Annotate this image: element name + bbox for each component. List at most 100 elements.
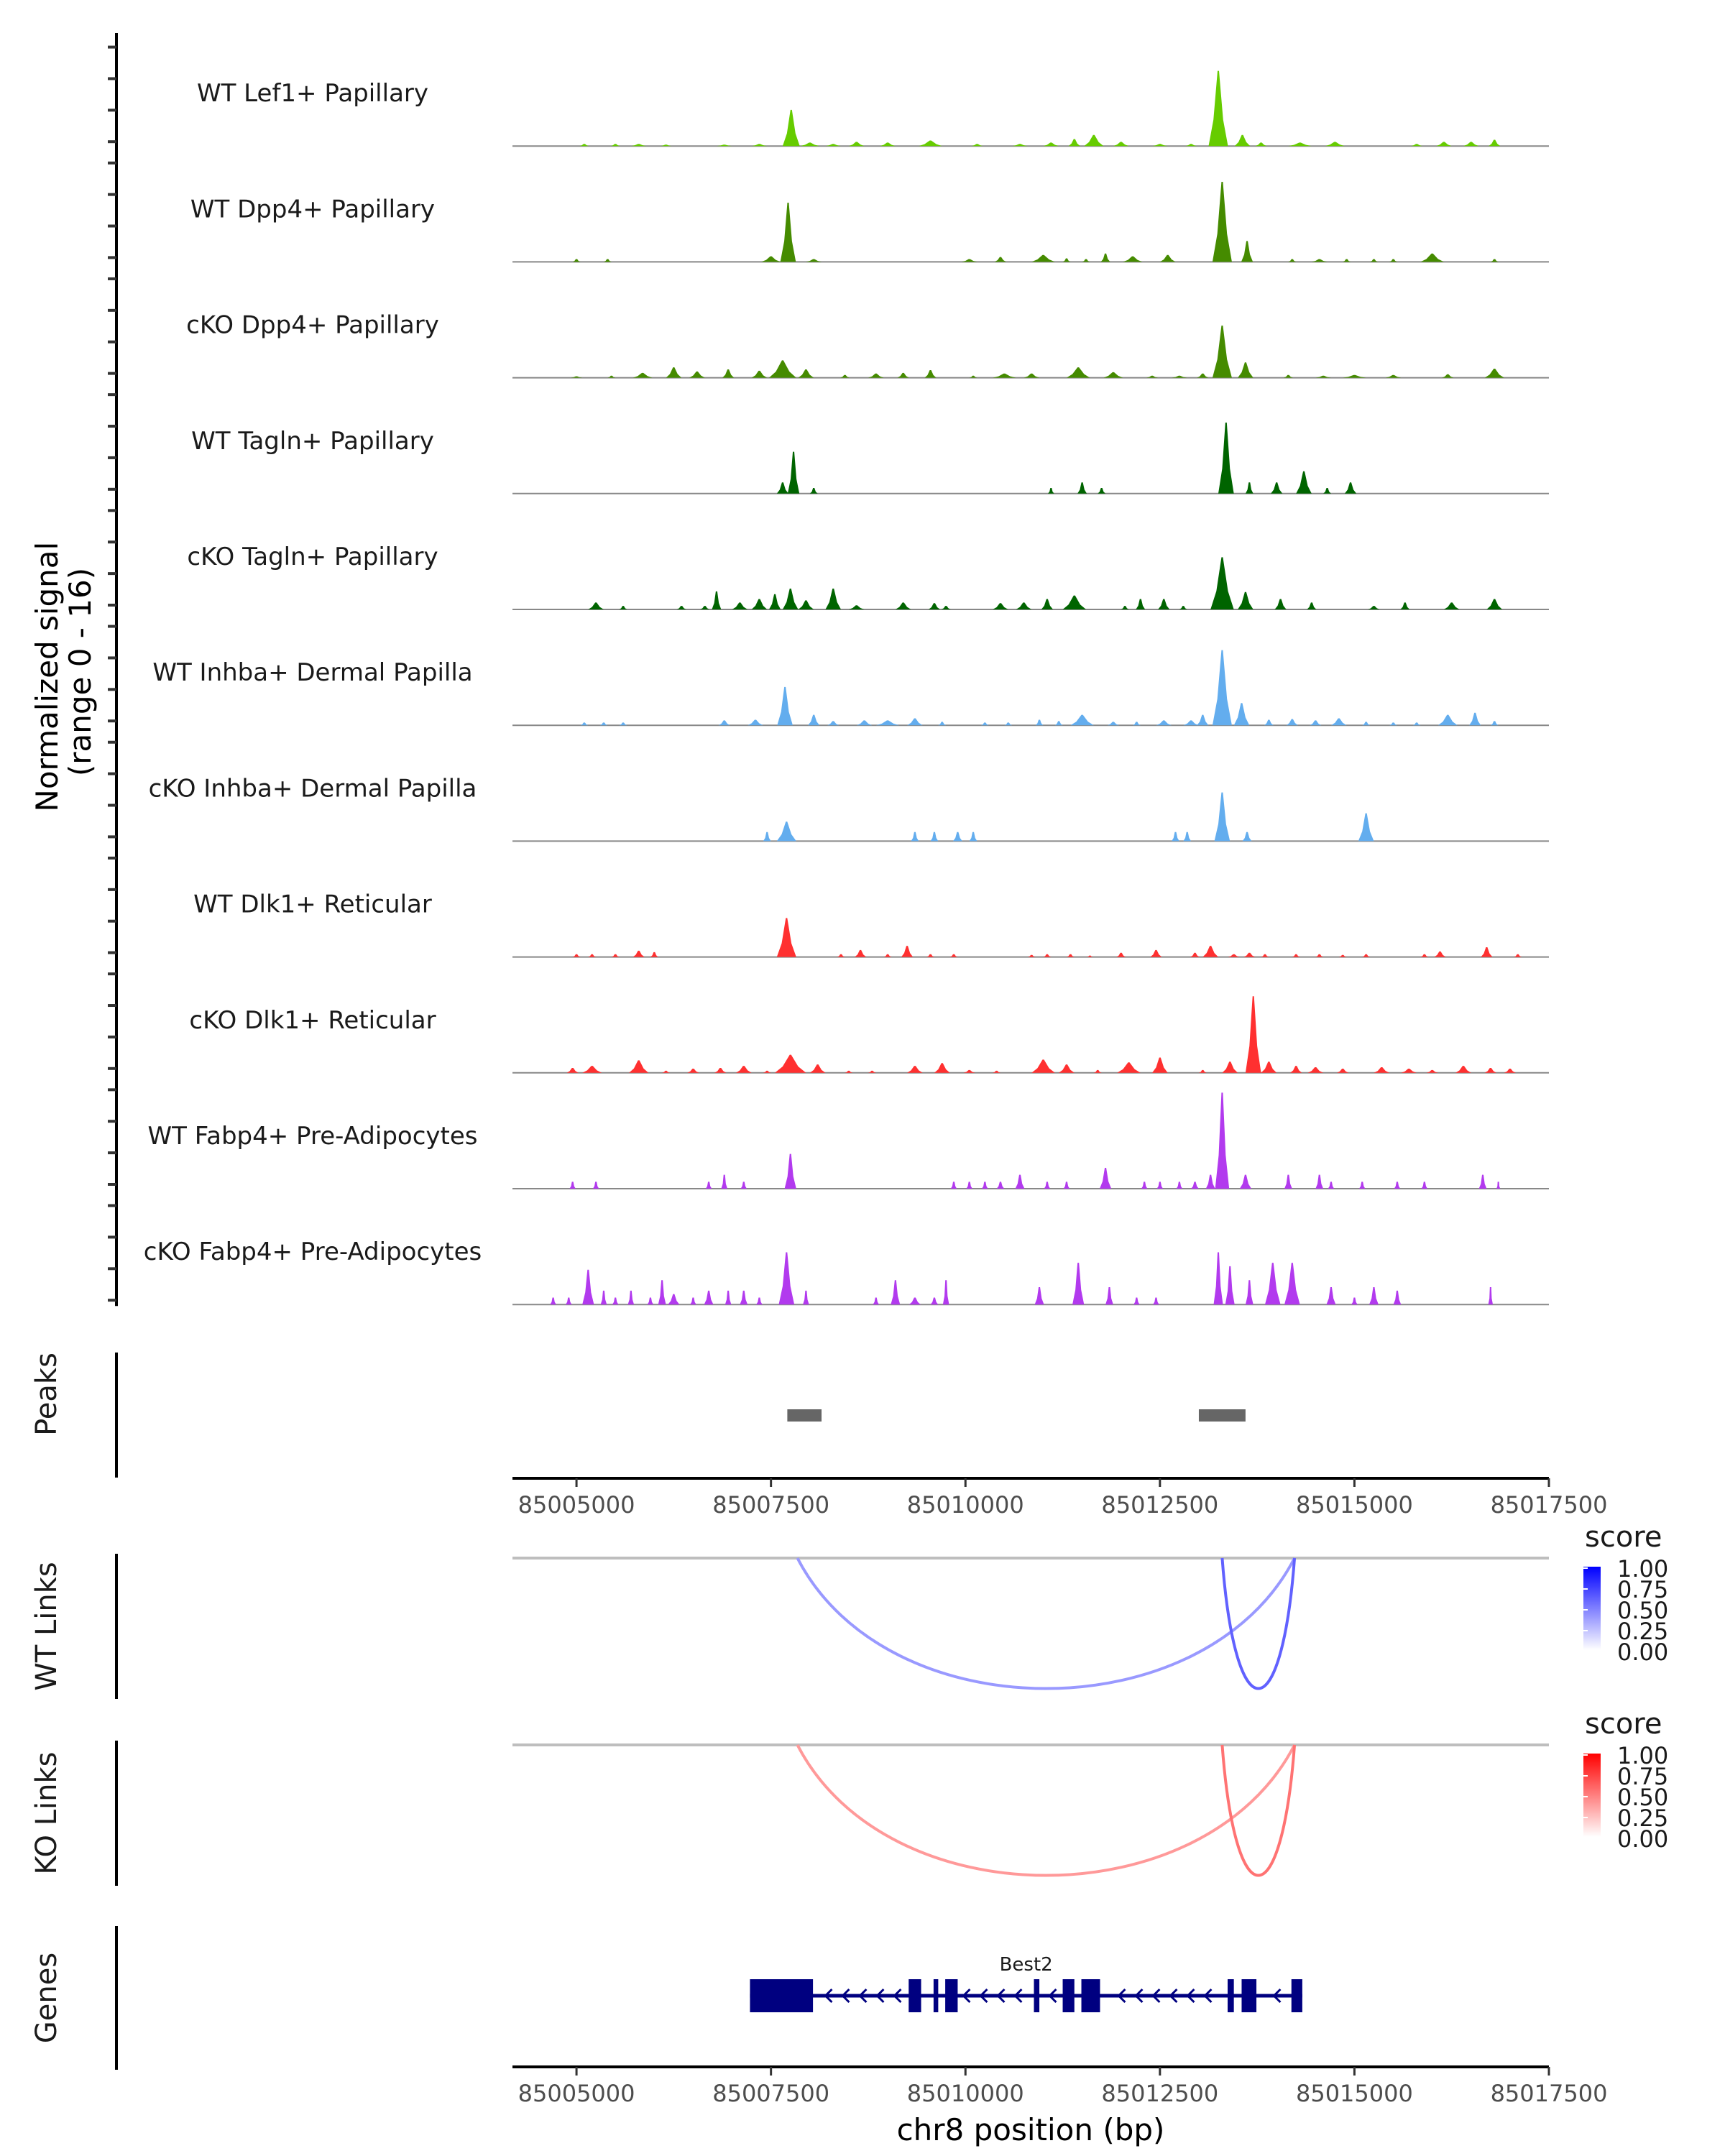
signal-peak [632, 950, 645, 957]
legend-tick-label: 0.50 [1617, 1597, 1668, 1624]
signal-peak [856, 720, 873, 726]
signal-peak [714, 1068, 727, 1073]
signal-peak [1328, 1181, 1335, 1189]
links-track-label: WT Links [30, 1562, 63, 1690]
signal-peak [996, 1181, 1005, 1189]
signal-peak [1233, 703, 1250, 726]
signal-peak [761, 256, 781, 262]
signal-peak [1358, 813, 1374, 842]
signal-peak [1283, 374, 1293, 378]
signal-peak [901, 946, 914, 957]
signal-peak [1044, 1181, 1051, 1189]
strand-arrow-icon [858, 1988, 868, 2004]
peak-region [787, 1409, 822, 1422]
signal-peak [668, 1294, 680, 1305]
signal-peak [588, 602, 604, 609]
signal-peak [1103, 372, 1123, 378]
signal-peak [1212, 325, 1232, 378]
signal-peak [1098, 488, 1106, 494]
signal-peak [1368, 606, 1380, 609]
peaks-label: Peaks [30, 1353, 63, 1436]
signal-peak [1133, 1297, 1140, 1305]
link-arc [796, 1557, 1296, 1690]
signal-peak [627, 1290, 635, 1305]
signal-peak [1082, 259, 1090, 262]
strand-arrow-icon [875, 1988, 885, 2004]
genes-x-axis-tick-label: 85017500 [1491, 2080, 1608, 2107]
signal-peak [1410, 144, 1423, 147]
signal-peak [1093, 1069, 1102, 1073]
strand-arrow-icon [1203, 1988, 1213, 2004]
signal-peak [825, 144, 842, 147]
peak-region [1198, 1409, 1246, 1422]
genes-x-axis-tick-label: 85012500 [1101, 2080, 1218, 2107]
signal-peak [610, 144, 620, 147]
signal-peak [1185, 144, 1197, 147]
signal-peak [798, 369, 814, 378]
signal-peak [1323, 488, 1331, 494]
signal-peak [1426, 1069, 1438, 1073]
signal-peak [1420, 253, 1444, 262]
strand-arrow-icon [1272, 1988, 1282, 2004]
signal-peak [1197, 714, 1209, 726]
signal-peak [1059, 1064, 1075, 1073]
signal-peak [963, 1069, 975, 1073]
signal-peak [825, 588, 842, 609]
genes-x-axis-tick-label: 85005000 [518, 2080, 635, 2107]
signal-peak [1484, 369, 1504, 378]
signal-peak [1121, 606, 1129, 609]
signal-peak [891, 1280, 901, 1305]
track-wt-tagln-papillary: WT Tagln+ Papillary [108, 393, 1549, 494]
signal-peak [1212, 181, 1232, 262]
signal-peak [1394, 1181, 1401, 1189]
signal-peak [1245, 996, 1261, 1073]
signal-peak [1420, 954, 1429, 957]
signal-peak [1152, 1057, 1168, 1073]
strand-arrow-icon [841, 1988, 850, 2004]
signal-peak [1123, 256, 1143, 262]
gene-exon [750, 1979, 814, 2012]
signal-peak [1368, 1286, 1379, 1305]
peaks-x-axis-tick-label: 85007500 [712, 1491, 829, 1519]
strand-arrow-icon [962, 1988, 971, 2004]
signal-peak [1261, 1061, 1277, 1073]
signal-peak [1234, 134, 1251, 147]
signal-peak [1062, 595, 1087, 609]
track-wt-fabp4-pre-adipocytes: WT Fabp4+ Pre-Adipocytes [108, 1088, 1549, 1189]
signal-peak [1242, 831, 1252, 842]
signal-peak [630, 144, 647, 147]
signal-peak [778, 1252, 795, 1305]
signal-peak [1084, 134, 1104, 147]
signal-peak [777, 686, 793, 726]
signal-peak [1066, 367, 1090, 378]
signal-peak [848, 605, 865, 609]
signal-peak [569, 1181, 576, 1189]
peaks-x-axis-tick-label: 85010000 [907, 1491, 1024, 1519]
y-axis-title: Normalized signal (range 0 - 16) [29, 532, 98, 811]
signal-peak [907, 718, 923, 726]
links-track-label: KO Links [30, 1752, 63, 1875]
signal-peak [1496, 1181, 1501, 1189]
signal-peak [1132, 722, 1141, 726]
signal-peak [803, 1290, 809, 1305]
signal-peak [1136, 599, 1146, 609]
signal-peak [582, 1269, 594, 1305]
strand-arrow-icon [1048, 1988, 1057, 2004]
signal-peak [1066, 954, 1075, 957]
legend-tick-label: 1.00 [1617, 1742, 1668, 1769]
signal-peak [718, 720, 730, 726]
signal-peak [1063, 1181, 1070, 1189]
track-label: WT Lef1+ Papillary [197, 79, 428, 108]
signal-peak [1024, 373, 1040, 378]
strand-arrow-icon [1013, 1988, 1023, 2004]
track-cko-fabp4-pre-adipocytes: cKO Fabp4+ Pre-Adipocytes [108, 1204, 1549, 1306]
signal-peak [827, 721, 840, 726]
signal-peak [1255, 142, 1267, 147]
signal-peak [1043, 954, 1052, 957]
signal-peak [1072, 1263, 1085, 1305]
signal-peak [1478, 1174, 1487, 1189]
signal-peak [1326, 1286, 1336, 1305]
signal-peak [1156, 1181, 1164, 1189]
